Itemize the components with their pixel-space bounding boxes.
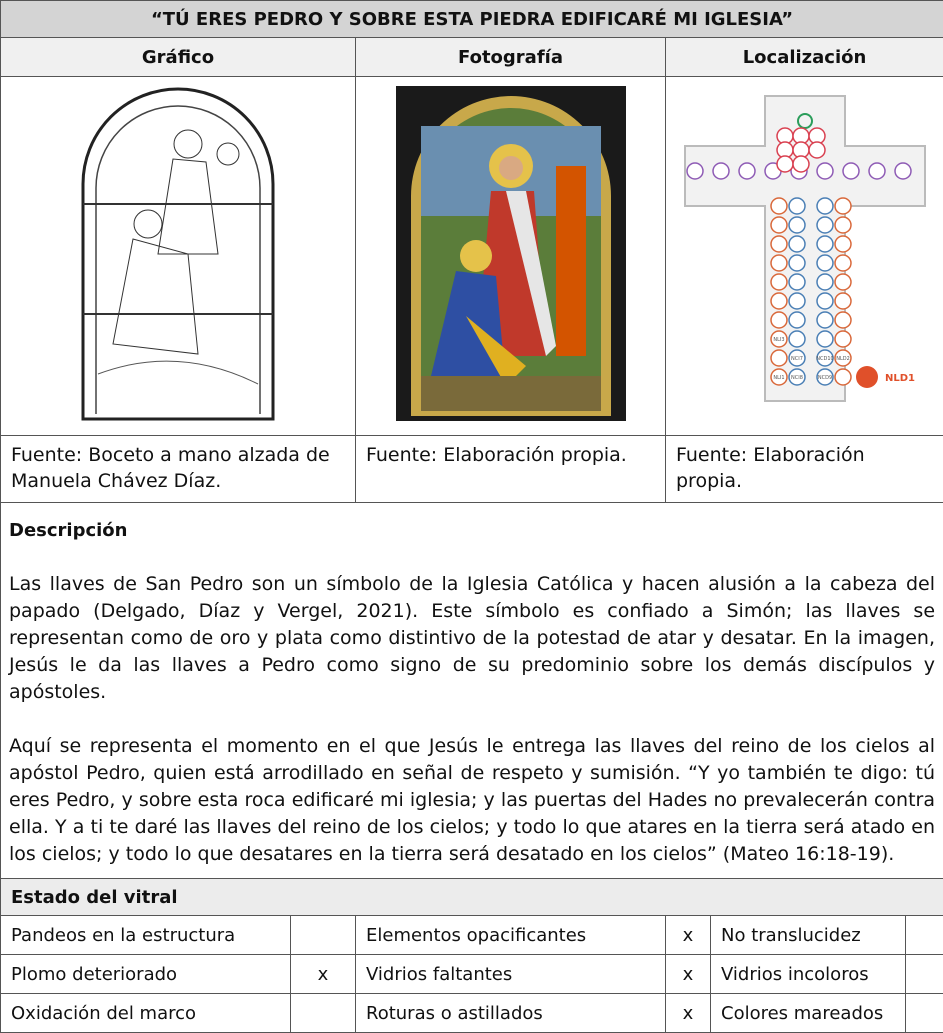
location-map: NLI1 NCI8 NCD9 NLD2 NCI7 NCD10 NLI3 NLD1	[675, 86, 935, 421]
highlight-node	[856, 366, 878, 388]
photo	[396, 86, 626, 421]
description: Descripción Las llaves de San Pedro son …	[1, 503, 943, 879]
map-node	[789, 198, 805, 214]
map-node	[771, 312, 787, 328]
photo-cell	[356, 77, 666, 436]
map-node	[771, 274, 787, 290]
description-heading: Descripción	[9, 517, 935, 544]
sketch-cell	[1, 77, 356, 436]
map-node	[789, 312, 805, 328]
title: “TÚ ERES PEDRO Y SOBRE ESTA PIEDRA EDIFI…	[1, 1, 943, 38]
map-cell: NLI1 NCI8 NCD9 NLD2 NCI7 NCD10 NLI3 NLD1	[666, 77, 943, 436]
state-label: Elementos opacificantes	[356, 916, 666, 955]
map-node	[835, 236, 851, 252]
map-node	[771, 198, 787, 214]
map-node	[835, 293, 851, 309]
map-node	[817, 312, 833, 328]
map-node	[835, 217, 851, 233]
map-node	[835, 312, 851, 328]
map-node	[869, 163, 885, 179]
state-label: Pandeos en la estructura	[1, 916, 291, 955]
map-label: NCI8	[791, 375, 803, 381]
map-node	[817, 293, 833, 309]
header: Localización	[666, 38, 943, 77]
map-node	[739, 163, 755, 179]
map-node	[817, 217, 833, 233]
state-mark	[291, 994, 356, 1033]
map-node	[835, 369, 851, 385]
state-label: No translucidez	[711, 916, 906, 955]
paragraph: Las llaves de San Pedro son un símbolo d…	[9, 571, 935, 706]
map-node	[793, 156, 809, 172]
map-node	[771, 350, 787, 366]
map-node	[843, 163, 859, 179]
state-label: Colores mareados	[711, 994, 906, 1033]
source: Fuente: Elaboración propia.	[356, 436, 666, 503]
map-label: NLI3	[773, 337, 784, 343]
map-node	[817, 236, 833, 252]
map-label: NCI7	[791, 356, 803, 362]
highlight-label: NLD1	[885, 373, 915, 384]
map-label: NCD10	[816, 356, 833, 362]
map-node	[809, 142, 825, 158]
map-node	[771, 217, 787, 233]
map-node	[835, 198, 851, 214]
state-mark: x	[666, 916, 711, 955]
state-mark: x	[666, 955, 711, 994]
state-rows: Pandeos en la estructura Elementos opacif…	[1, 916, 943, 1033]
state-mark	[291, 916, 356, 955]
state-mark	[906, 994, 943, 1033]
paragraph: Aquí se representa el momento en el que …	[9, 733, 935, 868]
map-node	[789, 255, 805, 271]
state-row: Pandeos en la estructura Elementos opacif…	[1, 916, 943, 955]
source: Fuente: Elaboración propia.	[666, 436, 943, 503]
map-node	[817, 198, 833, 214]
map-node	[771, 293, 787, 309]
state-mark: x	[291, 955, 356, 994]
state-mark	[906, 955, 943, 994]
state-label: Plomo deteriorado	[1, 955, 291, 994]
header: Fotografía	[356, 38, 666, 77]
map-label: NLD2	[836, 356, 850, 362]
map-node	[835, 255, 851, 271]
map-node	[789, 217, 805, 233]
map-node	[713, 163, 729, 179]
map-node	[789, 236, 805, 252]
map-node	[817, 163, 833, 179]
map-node	[789, 331, 805, 347]
map-node	[817, 331, 833, 347]
map-node	[789, 274, 805, 290]
map-node	[771, 236, 787, 252]
map-node	[777, 156, 793, 172]
state-label: Oxidación del marco	[1, 994, 291, 1033]
map-label: NCD9	[817, 375, 831, 381]
state-mark	[906, 916, 943, 955]
state-label: Vidrios faltantes	[356, 955, 666, 994]
map-node	[835, 274, 851, 290]
map-node	[789, 293, 805, 309]
source: Fuente: Boceto a mano alzada de Manuela …	[1, 436, 356, 503]
state-mark: x	[666, 994, 711, 1033]
state-heading: Estado del vitral	[1, 879, 943, 916]
header: Gráfico	[1, 38, 356, 77]
state-label: Roturas o astillados	[356, 994, 666, 1033]
map-label: NLI1	[773, 375, 784, 381]
map-node	[817, 274, 833, 290]
map-node	[835, 331, 851, 347]
map-node	[895, 163, 911, 179]
map-node	[771, 255, 787, 271]
map-node	[817, 255, 833, 271]
sketch	[78, 84, 278, 424]
map-node	[687, 163, 703, 179]
state-label: Vidrios incoloros	[711, 955, 906, 994]
